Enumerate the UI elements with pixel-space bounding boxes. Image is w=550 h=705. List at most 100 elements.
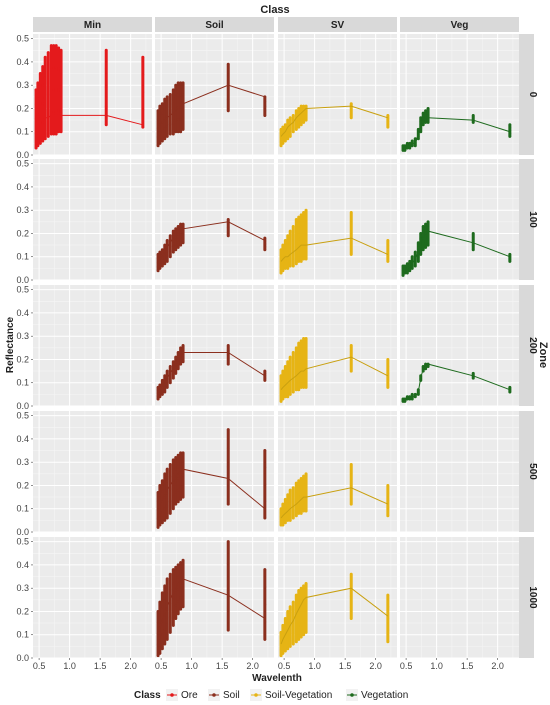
facet-strip-bg [519,537,534,658]
data-point [302,112,305,116]
data-point [172,507,175,511]
data-point [408,267,412,270]
data-point [302,257,305,261]
data-point [52,132,56,136]
panel-background [400,285,519,406]
legend-item-soil: Soil [208,689,240,701]
data-point [286,610,290,613]
data-point [291,370,295,374]
y-tick-label: 0.4 [16,560,29,570]
data-point [419,119,423,123]
data-point [181,593,185,597]
data-point [161,260,164,264]
data-point [299,260,303,263]
facet-strip-bg [33,17,152,32]
data-point [386,484,390,487]
mean-spectrum-line [35,114,143,126]
data-point [36,97,40,100]
data-point [263,482,267,486]
data-point [179,362,182,366]
data-point [288,519,292,522]
x-tick-label: 1.0 [185,661,198,671]
data-point [176,81,180,85]
y-tick-label: 0.5 [16,34,29,44]
data-point [299,599,303,602]
data-point [349,583,353,587]
data-point [410,139,414,143]
data-point [165,105,169,109]
data-point [59,89,63,93]
data-point [174,565,178,569]
series-sv-1000 [279,572,390,658]
data-point [304,373,308,377]
data-point [172,99,175,103]
data-point [286,242,290,246]
data-point [419,247,423,251]
data-point [291,254,295,258]
data-point [163,642,167,646]
data-point [174,578,178,582]
data-point [302,234,305,238]
data-point [288,615,292,618]
data-point [286,369,290,372]
data-point [52,110,56,114]
data-point [349,617,353,620]
data-point [161,248,164,252]
data-point [284,135,287,139]
panel-soil-0 [155,34,274,156]
data-point [176,130,180,134]
data-point [165,254,169,258]
data-point [156,269,160,272]
data-point [279,400,283,403]
data-point [281,243,285,247]
data-point [424,234,427,238]
mean-spectrum-line [280,356,389,391]
data-point [302,633,305,637]
legend-item-ore: Ore [166,689,198,701]
data-point [168,499,172,503]
data-point [508,126,512,129]
facet-strip-label: 1000 [527,586,538,609]
data-point [288,605,292,609]
data-point [165,373,169,377]
data-point [181,344,185,347]
data-point [226,465,230,469]
data-point [226,97,230,101]
data-point [386,372,390,375]
data-point [297,388,301,392]
mean-spectrum-line [157,84,265,128]
data-point [226,234,230,238]
data-point [413,261,417,264]
data-point [297,376,301,380]
data-point [288,130,292,134]
data-point [181,360,185,364]
data-point [263,568,267,571]
legend-key-point [350,693,354,697]
data-point [161,647,164,650]
data-point [297,638,301,641]
data-point [50,132,53,136]
data-point [179,222,182,226]
data-point [424,115,427,118]
data-point [46,51,50,54]
y-tick-label: 0.3 [16,583,29,593]
data-point [226,606,230,610]
data-point [263,245,267,249]
data-point [299,503,303,506]
data-point [161,139,164,143]
data-point [163,507,167,511]
data-point [284,617,287,620]
y-tick-label: 0.1 [16,252,29,262]
y-tick-label: 0.3 [16,80,29,90]
data-point [471,244,475,247]
data-point [158,250,162,254]
data-point [426,107,430,110]
data-point [295,617,298,620]
mean-spectrum-line [280,237,389,262]
data-point [386,506,390,510]
data-point [297,260,301,263]
data-point [174,83,178,87]
data-point [158,484,162,487]
data-point [57,46,60,50]
facet-strip-label: 100 [527,211,538,228]
